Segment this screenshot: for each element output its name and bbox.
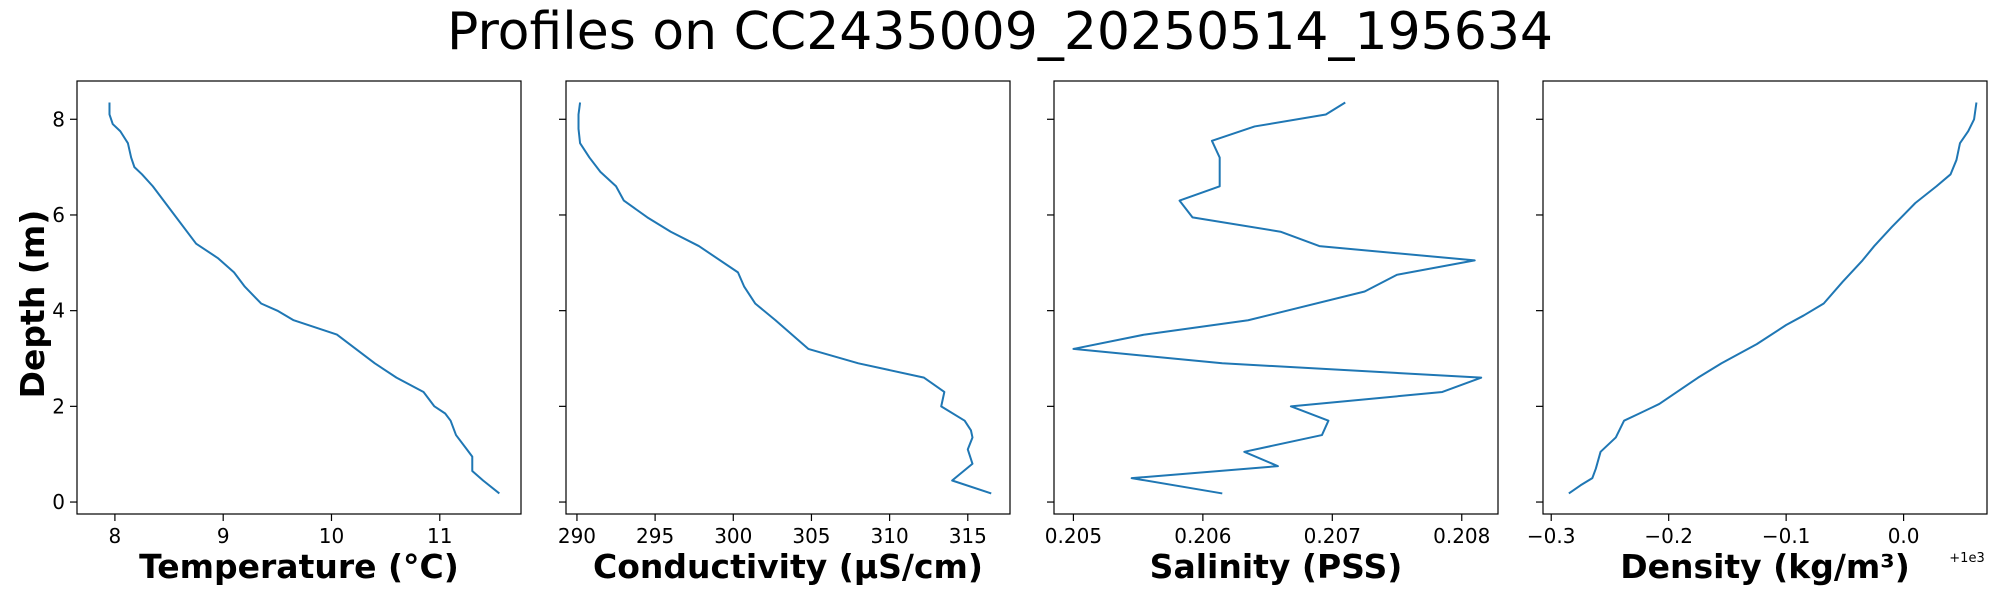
x-tick-label: −0.3: [1527, 524, 1576, 548]
x-tick-label: 300: [714, 524, 752, 548]
y-axis-label: Depth (m): [13, 210, 52, 399]
x-tick-label: 0.208: [1433, 524, 1490, 548]
plot-frame: [565, 80, 1011, 515]
plot-frame: [76, 80, 522, 515]
x-tick-label: 10: [319, 524, 344, 548]
plot-frame: [1053, 80, 1499, 515]
x-tick-label: 0.0: [1888, 524, 1920, 548]
profile-line: [1072, 101, 1483, 495]
x-tick-label: 9: [217, 524, 230, 548]
x-tick-label: 290: [558, 524, 596, 548]
panel-3: 0.205 0.206 0.207 0.208 Salinity (PSS): [1045, 80, 1499, 586]
x-tick-label: 0.207: [1304, 524, 1361, 548]
panel-1: 8 9 10 11 0 2 4 6 8 Temperature (°C): [52, 80, 522, 586]
x-tick-label: 305: [792, 524, 830, 548]
y-tick-label: 4: [52, 299, 65, 323]
x-tick-label: −0.1: [1762, 524, 1811, 548]
x-tick-label: 11: [427, 524, 452, 548]
y-tick-label: 6: [52, 203, 65, 227]
y-tick-label: 8: [52, 107, 65, 131]
x-tick-label: 295: [636, 524, 674, 548]
x-axis-label: Salinity (PSS): [1150, 547, 1403, 586]
y-tick-label: 0: [52, 490, 65, 514]
figure-title: Profiles on CC2435009_20250514_195634: [447, 2, 1553, 62]
profile-line: [577, 102, 992, 495]
x-tick-label: −0.2: [1644, 524, 1693, 548]
x-axis-label: Conductivity (µS/cm): [593, 547, 983, 586]
x-axis-label: Temperature (°C): [139, 547, 459, 586]
profile-line: [108, 102, 500, 495]
x-tick-label: 8: [109, 524, 122, 548]
x-axis-label: Density (kg/m³): [1620, 547, 1910, 586]
x-tick-label: 310: [871, 524, 909, 548]
x-axis-offset-label: +1e3: [1949, 551, 1984, 566]
y-tick-label: 2: [52, 394, 65, 418]
x-tick-label: 0.206: [1174, 524, 1231, 548]
plot-frame: [1542, 80, 1988, 515]
x-tick-label: 315: [949, 524, 987, 548]
profile-line: [1568, 102, 1978, 495]
x-tick-label: 0.205: [1045, 524, 1102, 548]
